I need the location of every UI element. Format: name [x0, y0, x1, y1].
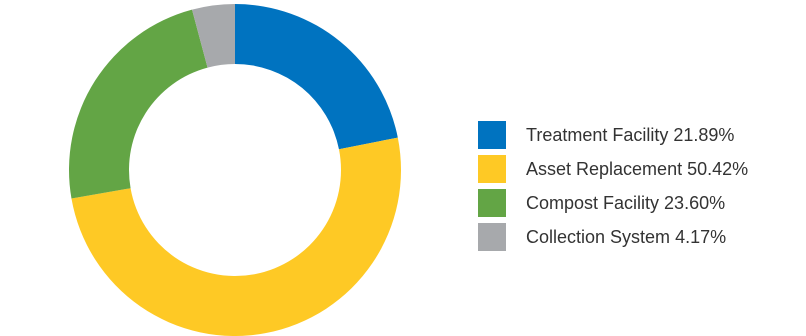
legend-swatch: [478, 223, 506, 251]
legend-item-collection-system: Collection System 4.17%: [478, 220, 804, 254]
legend-item-asset-replacement: Asset Replacement 50.42%: [478, 152, 804, 186]
legend-label: Collection System: [526, 226, 671, 247]
chart-legend: Treatment Facility 21.89% Asset Replacem…: [478, 118, 804, 254]
legend-label: Compost Facility: [526, 192, 660, 213]
legend-swatch: [478, 155, 506, 183]
legend-label: Asset Replacement: [526, 158, 683, 179]
legend-label: Treatment Facility: [526, 124, 669, 145]
donut-slices: [69, 4, 402, 336]
legend-value: 50.42%: [687, 158, 749, 179]
slice-compost-facility: [69, 9, 208, 199]
slice-asset-replacement: [71, 137, 402, 336]
legend-value: 23.60%: [664, 192, 726, 213]
slice-collection-system: [192, 4, 235, 68]
slice-treatment-facility: [235, 4, 398, 150]
legend-item-treatment-facility: Treatment Facility 21.89%: [478, 118, 804, 152]
legend-value: 4.17%: [675, 226, 727, 247]
legend-value: 21.89%: [673, 124, 735, 145]
legend-swatch: [478, 121, 506, 149]
legend-item-compost-facility: Compost Facility 23.60%: [478, 186, 804, 220]
legend-swatch: [478, 189, 506, 217]
